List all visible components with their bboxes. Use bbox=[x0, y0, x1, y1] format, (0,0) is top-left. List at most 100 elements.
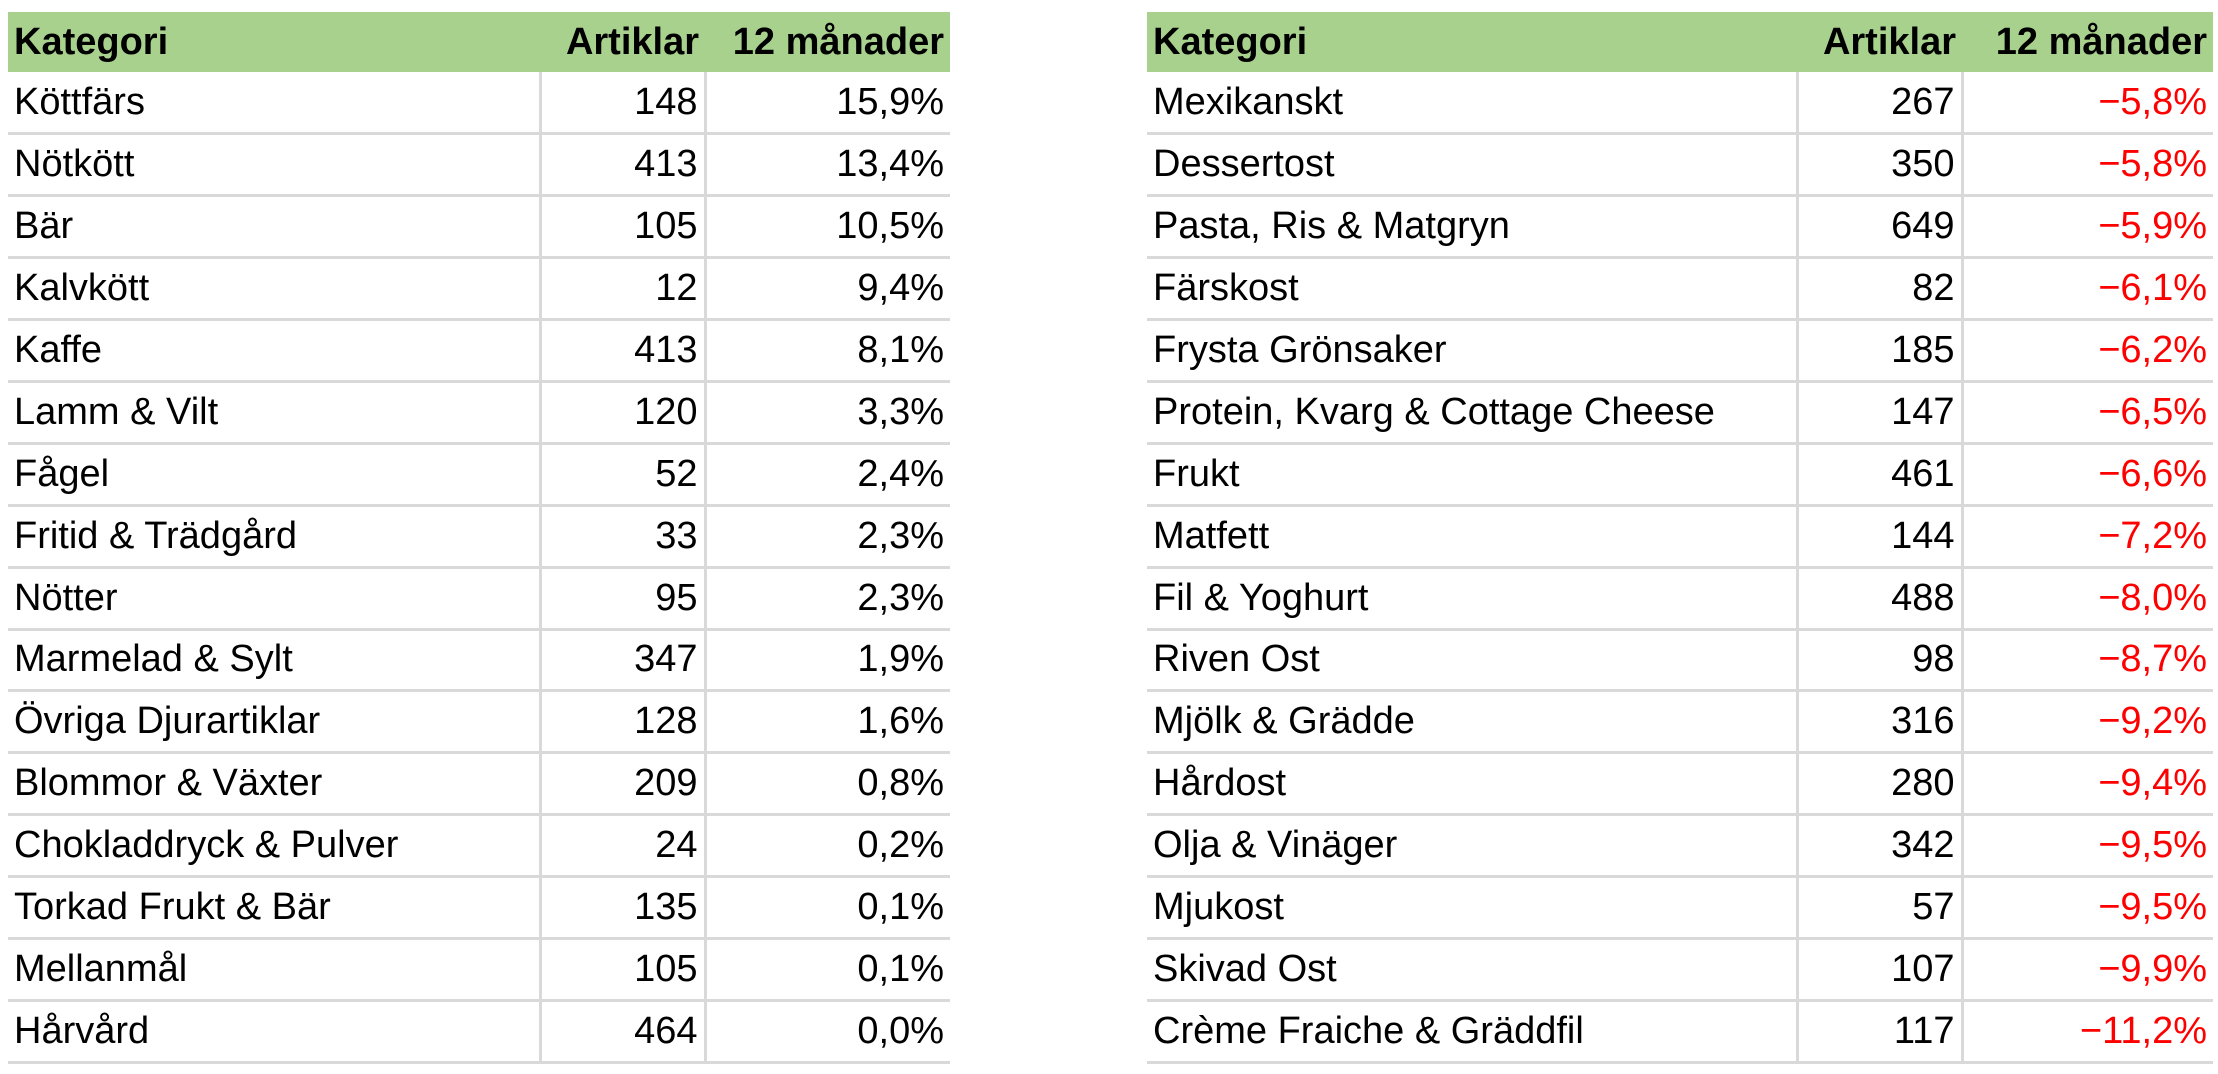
change-12m-cell: 1,6% bbox=[703, 690, 950, 755]
category-cell: Mjukost bbox=[1147, 876, 1799, 940]
change-12m-cell: 13,4% bbox=[703, 133, 950, 198]
table-row: Hårvård 464 0,0% bbox=[8, 1000, 950, 1064]
category-cell: Hårdost bbox=[1147, 752, 1799, 817]
category-cell: Blommor & Växter bbox=[8, 752, 542, 817]
category-cell: Skivad Ost bbox=[1147, 938, 1799, 1002]
category-cell: Chokladdryck & Pulver bbox=[8, 814, 542, 879]
article-count-cell: 117 bbox=[1795, 1000, 1964, 1064]
change-12m-cell: −9,5% bbox=[1960, 814, 2213, 879]
table-row: Protein, Kvarg & Cottage Cheese 147 −6,5% bbox=[1147, 381, 2213, 445]
article-count-cell: 185 bbox=[1795, 319, 1964, 383]
article-count-cell: 82 bbox=[1795, 257, 1964, 322]
category-cell: Färskost bbox=[1147, 257, 1799, 322]
change-12m-cell: 8,1% bbox=[703, 319, 950, 383]
change-12m-cell: 2,3% bbox=[703, 505, 950, 569]
table-row: Köttfärs 148 15,9% bbox=[8, 72, 950, 136]
category-cell: Dessertost bbox=[1147, 133, 1799, 198]
category-cell: Kalvkött bbox=[8, 257, 542, 322]
category-cell: Fågel bbox=[8, 443, 542, 507]
article-count-cell: 105 bbox=[538, 938, 707, 1002]
article-count-cell: 120 bbox=[538, 381, 707, 445]
change-12m-cell: −11,2% bbox=[1960, 1000, 2213, 1064]
header-12-manader: 12 månader bbox=[705, 12, 950, 72]
table-row: Nötter 95 2,3% bbox=[8, 567, 950, 631]
change-12m-cell: −6,2% bbox=[1960, 319, 2213, 383]
table-row: Crème Fraiche & Gräddfil 117 −11,2% bbox=[1147, 1000, 2213, 1064]
article-count-cell: 461 bbox=[1795, 443, 1964, 507]
table-row: Matfett 144 −7,2% bbox=[1147, 505, 2213, 569]
table-row: Pasta, Ris & Matgryn 649 −5,9% bbox=[1147, 195, 2213, 260]
article-count-cell: 209 bbox=[538, 752, 707, 817]
change-12m-cell: 0,2% bbox=[703, 814, 950, 879]
category-cell: Nötkött bbox=[8, 133, 542, 198]
category-cell: Pasta, Ris & Matgryn bbox=[1147, 195, 1799, 260]
change-12m-cell: 0,0% bbox=[703, 1000, 950, 1064]
table-row: Mexikanskt 267 −5,8% bbox=[1147, 72, 2213, 136]
category-cell: Crème Fraiche & Gräddfil bbox=[1147, 1000, 1799, 1064]
table-row: Lamm & Vilt 120 3,3% bbox=[8, 381, 950, 445]
article-count-cell: 95 bbox=[538, 567, 707, 631]
category-cell: Protein, Kvarg & Cottage Cheese bbox=[1147, 381, 1799, 445]
table-row: Nötkött 413 13,4% bbox=[8, 133, 950, 198]
change-12m-cell: 10,5% bbox=[703, 195, 950, 260]
table-row: Fil & Yoghurt 488 −8,0% bbox=[1147, 567, 2213, 631]
table-row: Bär 105 10,5% bbox=[8, 195, 950, 260]
article-count-cell: 316 bbox=[1795, 690, 1964, 755]
table-row: Blommor & Växter 209 0,8% bbox=[8, 752, 950, 817]
article-count-cell: 98 bbox=[1795, 629, 1964, 693]
article-count-cell: 413 bbox=[538, 133, 707, 198]
article-count-cell: 135 bbox=[538, 876, 707, 940]
category-cell: Marmelad & Sylt bbox=[8, 629, 542, 693]
table-row: Mjölk & Grädde 316 −9,2% bbox=[1147, 690, 2213, 755]
article-count-cell: 57 bbox=[1795, 876, 1964, 940]
positive-change-table: Kategori Artiklar 12 månader Köttfärs 148… bbox=[8, 12, 950, 1064]
article-count-cell: 105 bbox=[538, 195, 707, 260]
change-12m-cell: −5,9% bbox=[1960, 195, 2213, 260]
table-row: Hårdost 280 −9,4% bbox=[1147, 752, 2213, 817]
category-cell: Frysta Grönsaker bbox=[1147, 319, 1799, 383]
table-row: Skivad Ost 107 −9,9% bbox=[1147, 938, 2213, 1002]
change-12m-cell: −7,2% bbox=[1960, 505, 2213, 569]
article-count-cell: 649 bbox=[1795, 195, 1964, 260]
category-cell: Mjölk & Grädde bbox=[1147, 690, 1799, 755]
change-12m-cell: 1,9% bbox=[703, 629, 950, 693]
article-count-cell: 280 bbox=[1795, 752, 1964, 817]
table-row: Dessertost 350 −5,8% bbox=[1147, 133, 2213, 198]
change-12m-cell: 0,8% bbox=[703, 752, 950, 817]
category-cell: Köttfärs bbox=[8, 72, 542, 136]
category-cell: Kaffe bbox=[8, 319, 542, 383]
article-count-cell: 147 bbox=[1795, 381, 1964, 445]
article-count-cell: 12 bbox=[538, 257, 707, 322]
change-12m-cell: 3,3% bbox=[703, 381, 950, 445]
article-count-cell: 107 bbox=[1795, 938, 1964, 1002]
table-row: Mellanmål 105 0,1% bbox=[8, 938, 950, 1002]
article-count-cell: 148 bbox=[538, 72, 707, 136]
category-cell: Fritid & Trädgård bbox=[8, 505, 542, 569]
table-row: Kalvkött 12 9,4% bbox=[8, 257, 950, 322]
article-count-cell: 267 bbox=[1795, 72, 1964, 136]
category-cell: Lamm & Vilt bbox=[8, 381, 542, 445]
header-12-manader: 12 månader bbox=[1962, 12, 2213, 72]
article-count-cell: 128 bbox=[538, 690, 707, 755]
article-count-cell: 33 bbox=[538, 505, 707, 569]
change-12m-cell: −8,7% bbox=[1960, 629, 2213, 693]
change-12m-cell: −5,8% bbox=[1960, 72, 2213, 136]
header-kategori: Kategori bbox=[8, 12, 540, 72]
article-count-cell: 488 bbox=[1795, 567, 1964, 631]
article-count-cell: 347 bbox=[538, 629, 707, 693]
header-kategori: Kategori bbox=[1147, 12, 1797, 72]
header-row: Kategori Artiklar 12 månader bbox=[8, 12, 950, 72]
category-cell: Riven Ost bbox=[1147, 629, 1799, 693]
article-count-cell: 52 bbox=[538, 443, 707, 507]
article-count-cell: 342 bbox=[1795, 814, 1964, 879]
negative-change-table: Kategori Artiklar 12 månader Mexikanskt 2… bbox=[1147, 12, 2213, 1064]
table-row: Mjukost 57 −9,5% bbox=[1147, 876, 2213, 940]
change-12m-cell: 0,1% bbox=[703, 876, 950, 940]
table-row: Riven Ost 98 −8,7% bbox=[1147, 629, 2213, 693]
table-row: Övriga Djurartiklar 128 1,6% bbox=[8, 690, 950, 755]
table-row: Torkad Frukt & Bär 135 0,1% bbox=[8, 876, 950, 940]
change-12m-cell: −6,1% bbox=[1960, 257, 2213, 322]
table-row: Marmelad & Sylt 347 1,9% bbox=[8, 629, 950, 693]
category-cell: Hårvård bbox=[8, 1000, 542, 1064]
change-12m-cell: −5,8% bbox=[1960, 133, 2213, 198]
